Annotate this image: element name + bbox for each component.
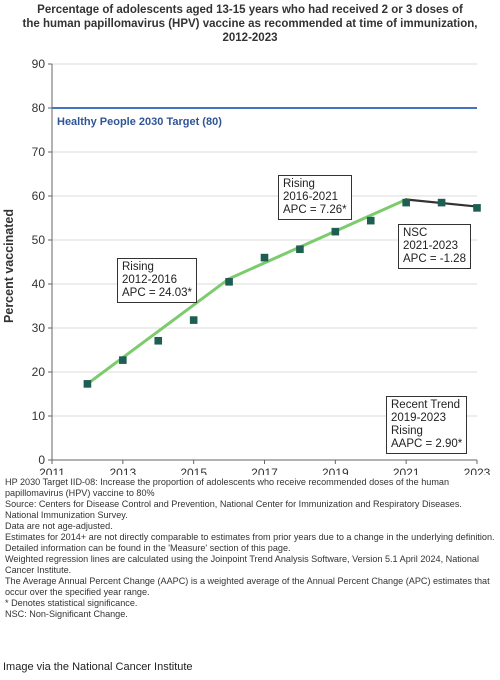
y-tick-label: 40 (32, 277, 46, 291)
footnotes: HP 2030 Target IID-08: Increase the prop… (5, 477, 497, 620)
y-tick-label: 60 (32, 189, 46, 203)
annotation-line: 2012-2016 (122, 274, 177, 286)
data-point (296, 245, 304, 254)
image-credit: Image via the National Cancer Institute (3, 661, 193, 673)
annotation-line: 2021-2023 (403, 240, 458, 252)
data-point (331, 227, 340, 236)
footnote: NSC: Non-Significant Change. (5, 609, 128, 619)
y-tick-label: 50 (32, 233, 46, 247)
annotation-line: 2016-2021 (283, 191, 338, 203)
target-label: Healthy People 2030 Target (80) (57, 116, 222, 128)
annotation-line: Rising (122, 261, 154, 273)
footnote: Weighted regression lines are calculated… (5, 554, 479, 575)
annotation-line: APC = -1.28 (403, 253, 466, 265)
x-tick-label: 2013 (109, 466, 136, 475)
x-tick-label: 2023 (464, 466, 491, 475)
annotation-line: APC = 7.26* (283, 204, 347, 216)
annotation-segment-2021-2023: NSC 2021-2023 APC = -1.28 (398, 224, 471, 269)
annotation-line: NSC (403, 227, 428, 239)
x-tick-label: 2011 (39, 466, 65, 475)
x-tick-label: 2019 (322, 466, 349, 475)
footnote: The Average Annual Percent Change (AAPC)… (5, 576, 490, 597)
data-point (225, 278, 233, 286)
footnote: Estimates for 2014+ are not directly com… (5, 532, 495, 553)
y-tick-label: 70 (32, 145, 46, 159)
data-point (402, 198, 410, 207)
y-tick-label: 90 (32, 57, 46, 71)
x-tick-label: 2015 (180, 466, 207, 475)
chart-title-line: Percentage of adolescents aged 13-15 yea… (37, 4, 463, 16)
trend-segment-rising (227, 198, 408, 281)
data-point (437, 198, 446, 207)
annotation-recent-trend: Recent Trend 2019-2023 Rising AAPC = 2.9… (386, 396, 468, 454)
annotation-line: APC = 24.03* (122, 287, 193, 299)
y-tick-label: 20 (32, 365, 46, 379)
y-tick-label: 0 (38, 453, 45, 467)
annotation-line: AAPC = 2.90* (391, 438, 463, 450)
footnote: * Denotes statistical significance. (5, 598, 138, 608)
footnote: Source: Centers for Disease Control and … (5, 499, 462, 520)
x-tick-label: 2021 (393, 466, 420, 475)
trend-segment-rising (85, 277, 231, 386)
annotation-line: Rising (391, 425, 423, 437)
y-tick-label: 10 (32, 409, 46, 423)
data-point (473, 204, 481, 212)
annotation-line: Rising (283, 178, 315, 190)
annotation-line: Recent Trend (391, 399, 461, 411)
data-point (189, 316, 198, 324)
annotation-segment-2012-2016: Rising 2012-2016 APC = 24.03* (117, 258, 198, 303)
data-point (83, 380, 92, 388)
data-point (119, 356, 127, 364)
annotation-line: 2019-2023 (391, 412, 446, 424)
chart-title-line: the human papillomavirus (HPV) vaccine a… (22, 18, 478, 30)
annotation-segment-2016-2021: Rising 2016-2021 APC = 7.26* (278, 175, 352, 220)
data-point (366, 216, 375, 225)
data-point (154, 336, 163, 345)
x-tick-label: 2017 (251, 466, 278, 475)
data-point (260, 253, 269, 262)
y-axis-label: Percent vaccinated (2, 209, 16, 323)
footnote: HP 2030 Target IID-08: Increase the prop… (5, 477, 450, 498)
footnote: Data are not age-adjusted. (5, 521, 113, 531)
y-tick-label: 80 (32, 101, 46, 115)
chart-title-line: 2012-2023 (222, 32, 278, 44)
y-tick-label: 30 (32, 321, 46, 335)
chart-title: Percentage of adolescents aged 13-15 yea… (0, 3, 500, 45)
